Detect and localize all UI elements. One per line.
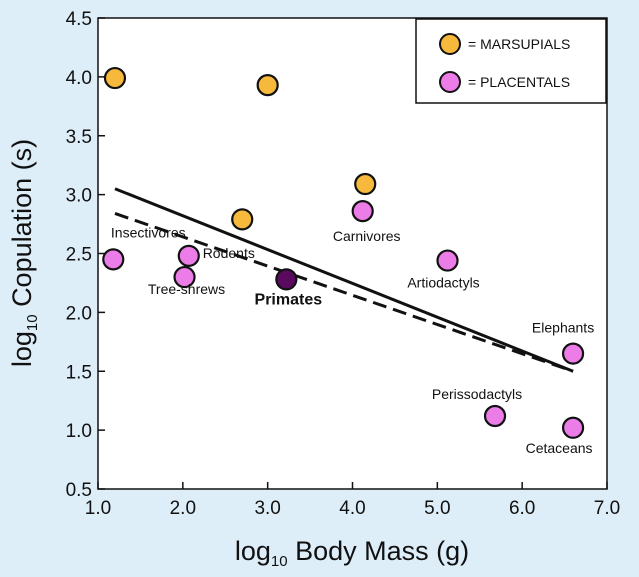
elephants-label: Elephants <box>532 320 594 336</box>
y-tick-label: 1.0 <box>66 421 92 442</box>
x-tick-label: 5.0 <box>424 498 450 519</box>
primates-label: Primates <box>255 291 323 308</box>
x-tick-label: 2.0 <box>170 498 196 519</box>
y-tick-label: 4.0 <box>66 68 92 89</box>
trend-line-solid <box>114 187 574 373</box>
y-axis-title: log10 Copulation (s) <box>7 139 41 367</box>
legend-marsupial-label: = MARSUPIALS <box>468 36 570 52</box>
legend-placental-label: = PLACENTALS <box>468 74 570 90</box>
y-tick-label: 2.5 <box>66 245 92 266</box>
elephants-point <box>561 342 585 365</box>
x-tick-label: 3.0 <box>254 498 280 519</box>
rodents-point <box>177 244 200 267</box>
x-axis-title: log10 Body Mass (g) <box>235 536 469 570</box>
perissodactyls-point <box>483 404 507 428</box>
trend-line-dashed <box>114 212 574 373</box>
artiodactyls-point <box>436 249 459 272</box>
x-tick-label: 1.0 <box>85 498 111 519</box>
carnivores-point <box>351 200 374 223</box>
x-tick-label: 4.0 <box>339 498 365 519</box>
marsupial-point <box>231 208 254 231</box>
perissodactyls-label: Perissodactyls <box>432 386 522 402</box>
legend: = MARSUPIALS = PLACENTALS <box>415 18 607 104</box>
marsupial-point <box>103 66 127 90</box>
y-tick-label: 4.5 <box>66 9 92 30</box>
carnivores-label: Carnivores <box>333 228 401 244</box>
legend-placental-marker <box>439 71 461 93</box>
tree-shrews-label: Tree-shrews <box>148 281 225 297</box>
legend-marsupial-marker <box>439 33 461 55</box>
axis-ticks: 1.0 2.0 3.0 4.0 5.0 6.0 7.00.51.01.52.02.53.03… <box>66 9 621 519</box>
marsupial-point <box>354 172 377 196</box>
x-tick-label: 6.0 <box>509 498 535 519</box>
y-tick-label: 0.5 <box>66 480 92 501</box>
trend-lines <box>114 187 574 373</box>
cetaceans-point <box>561 416 585 439</box>
point-labels: Insectivores Tree-shrews Rodents Carnivores… <box>111 224 594 455</box>
rodents-label: Rodents <box>203 245 255 261</box>
artiodactyls-label: Artiodactyls <box>407 275 479 291</box>
y-tick-label: 1.5 <box>66 362 92 383</box>
y-tick-label: 3.0 <box>66 186 92 207</box>
insectivores-label: Insectivores <box>111 224 186 240</box>
insectivores-point <box>102 248 125 271</box>
tree-shrews-point <box>173 265 196 289</box>
y-tick-label: 3.5 <box>66 127 92 148</box>
cetaceans-label: Cetaceans <box>526 440 593 456</box>
data-points <box>102 66 585 439</box>
y-tick-label: 2.0 <box>66 303 92 324</box>
x-tick-label: 7.0 <box>594 498 620 519</box>
primates-point <box>275 268 298 291</box>
marsupial-point <box>256 74 279 97</box>
